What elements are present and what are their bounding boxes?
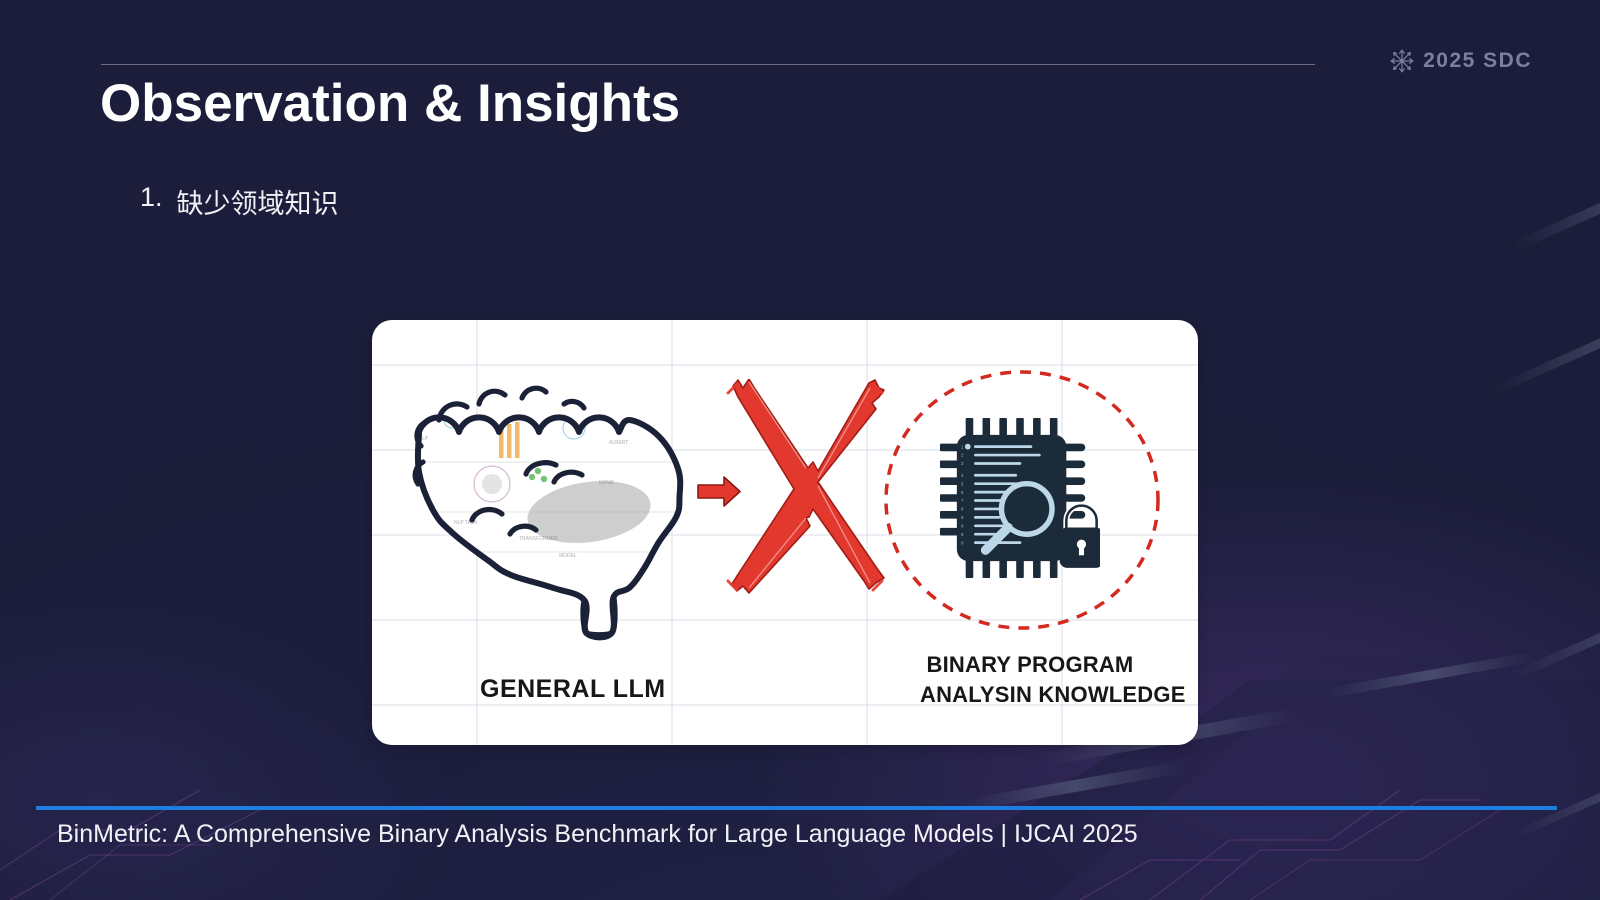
svg-text:TRANSFORMER: TRANSFORMER xyxy=(519,536,558,542)
svg-text:AutoA: AutoA xyxy=(422,378,437,384)
svg-text:ERNIE: ERNIE xyxy=(599,480,615,486)
svg-text:ALBERT: ALBERT xyxy=(609,440,628,446)
svg-text:MODEL: MODEL xyxy=(559,553,577,559)
svg-text:NLP TASK: NLP TASK xyxy=(454,520,478,526)
svg-text:BERT BERT: BERT BERT xyxy=(574,392,602,398)
svg-text:XLNet: XLNet xyxy=(428,543,443,549)
